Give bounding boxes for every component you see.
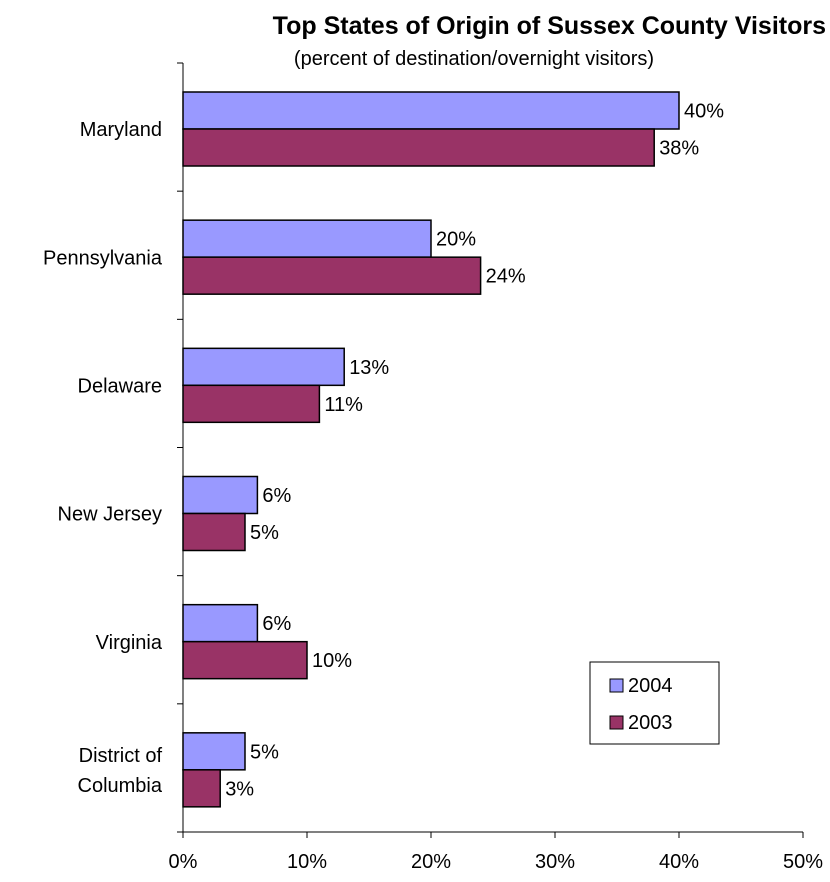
x-tick-label: 10% [287, 851, 327, 873]
data-label: 5% [250, 522, 279, 544]
chart-axes: 0% 10% 20% 30% 40% 50% [169, 62, 823, 873]
x-tick-label: 20% [411, 851, 451, 873]
bar-2004 [182, 603, 259, 643]
bar-2004 [182, 219, 432, 258]
chart-subtitle: (percent of destination/overnight visito… [293, 48, 655, 70]
bar-2003 [182, 640, 308, 680]
category-label: New Jersey [58, 504, 162, 526]
chart-bars [182, 91, 680, 808]
bar-2003 [182, 384, 321, 424]
bar-2003 [182, 128, 655, 167]
x-tick-label: 30% [535, 851, 575, 873]
x-tick-label: 0% [169, 851, 198, 873]
chart-legend: 2004 2003 [589, 661, 720, 745]
bar-2004 [182, 91, 680, 130]
data-label: 10% [312, 650, 352, 672]
bar-2003 [182, 512, 246, 552]
bar-2003 [182, 769, 221, 808]
data-label: 20% [436, 229, 476, 251]
data-label: 13% [349, 357, 389, 379]
data-label: 38% [659, 138, 699, 160]
chart-labels: Maryland 40% 38% Pennsylvania 20% 24% Delaware… [43, 101, 724, 801]
data-label: 6% [262, 613, 291, 635]
bar-2004 [182, 732, 246, 771]
data-label: 24% [486, 266, 526, 288]
data-label: 40% [684, 101, 724, 123]
data-label: 3% [225, 778, 254, 800]
legend-label: 2004 [628, 675, 673, 697]
category-label: Virginia [96, 632, 163, 654]
x-tick-label: 40% [659, 851, 699, 873]
legend-box [589, 661, 720, 745]
chart-title: Top States of Origin of Sussex County Vi… [272, 12, 826, 40]
legend-label: 2003 [628, 712, 673, 734]
x-tick-label: 50% [783, 851, 823, 873]
category-label: Delaware [78, 375, 162, 397]
data-label: 6% [262, 485, 291, 507]
category-label: Maryland [80, 119, 162, 141]
bar-2004 [182, 347, 345, 387]
category-label: Pennsylvania [43, 247, 163, 269]
data-label: 11% [324, 394, 363, 416]
data-label: 5% [250, 741, 279, 763]
bar-2003 [182, 256, 482, 295]
legend-swatch-2003 [609, 715, 624, 730]
category-label: District of Columbia [78, 745, 163, 797]
bar-2004 [182, 475, 259, 515]
legend-swatch-2004 [609, 678, 624, 693]
